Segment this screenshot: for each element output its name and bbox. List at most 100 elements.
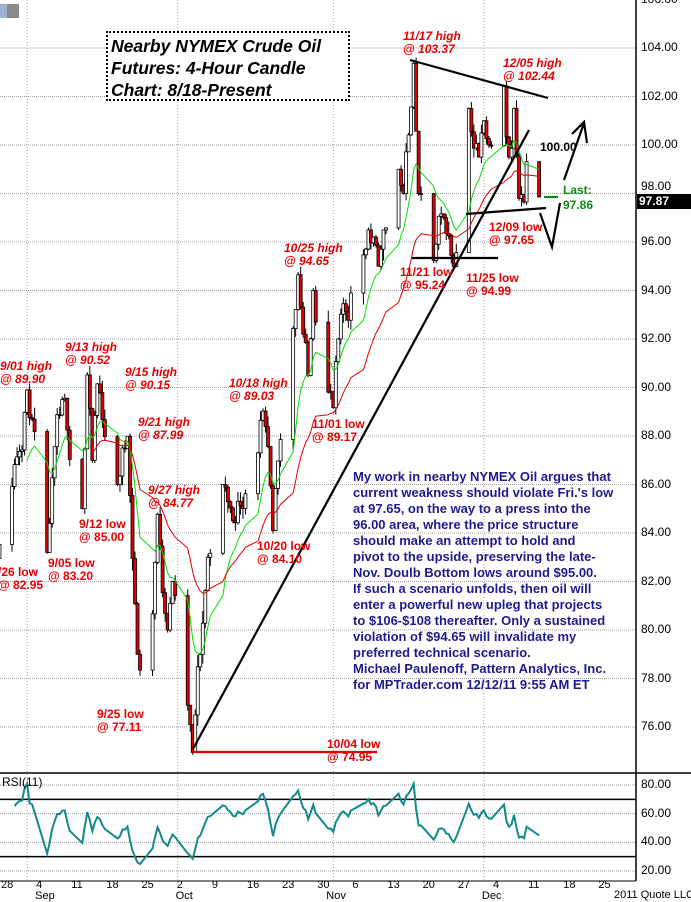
candle-body — [303, 333, 308, 344]
annotation-high: 9/15 high @ 90.15 — [125, 366, 177, 392]
candle-body — [135, 603, 140, 655]
grid-lines — [0, 0, 636, 881]
candle-body — [236, 500, 240, 524]
commentary-line: pivot to the upside, preserving the late… — [353, 549, 596, 564]
candle-body — [291, 328, 296, 440]
month-tick-label: Nov — [326, 890, 346, 902]
title-line: Chart: 8/18-Present — [111, 80, 272, 100]
candle-body — [301, 306, 306, 335]
candle-body — [153, 561, 157, 615]
candle-body — [115, 436, 120, 485]
candle-body — [416, 130, 421, 194]
candle-body — [308, 338, 313, 376]
annotation-low: 12/09 low @ 97.65 — [489, 221, 542, 247]
date-tick-label: 18 — [106, 879, 119, 891]
candle-body — [278, 439, 283, 462]
candle-body — [336, 338, 341, 362]
candle-body — [102, 419, 107, 438]
candle-body — [338, 313, 343, 340]
candle-body — [97, 383, 102, 393]
candle-body — [160, 545, 165, 594]
candle-body — [256, 452, 260, 495]
annotation-line: 9/05 low — [48, 556, 95, 570]
candle-body — [188, 704, 193, 725]
candle-body — [469, 108, 474, 133]
annotation-line: @ 89.03 — [229, 389, 275, 403]
candle-body — [537, 161, 542, 198]
commentary-line: at 97.65, on the way to a press into the — [353, 501, 591, 516]
candle-body — [504, 85, 509, 138]
candle-body — [65, 397, 70, 431]
annotation-low: 11/25 low @ 94.99 — [466, 272, 519, 298]
candle-body — [45, 431, 50, 553]
trendlines — [192, 58, 589, 754]
date-tick-label: 27 — [457, 879, 471, 891]
candle-body — [444, 217, 449, 234]
candle-body — [258, 419, 263, 454]
price-tick-label: 100.00 — [641, 137, 678, 151]
commentary-line: current weakness should violate Fri.'s l… — [353, 485, 614, 500]
candle-body — [10, 486, 14, 545]
copyright: 2011 Quote LLC — [614, 889, 691, 901]
fast-moving-average — [26, 139, 540, 655]
candle-body — [509, 147, 514, 158]
annotation-line: @ 89.90 — [0, 372, 46, 386]
candle-body — [12, 464, 17, 487]
annotation-line: @ 84.10 — [257, 552, 303, 566]
date-tick-label: 4 — [492, 879, 500, 891]
commentary-line: to $106-$108 thereafter. Only a sustaine… — [353, 613, 606, 628]
date-tick-label: 6 — [352, 879, 359, 891]
candle-body — [419, 193, 424, 195]
annotation-line: 11/17 high — [403, 29, 461, 43]
legend-swatch-blue — [0, 4, 7, 18]
title-line: Nearby NYMEX Crude Oil — [111, 36, 322, 56]
projected-dip-path — [538, 202, 562, 252]
price-tick-label: 96.00 — [641, 234, 672, 248]
uptrend-line — [192, 129, 530, 750]
candle-body — [268, 446, 273, 487]
candle-body — [118, 475, 122, 485]
candle-body — [50, 477, 55, 524]
analyst-commentary: My work in nearby NYMEX Oil argues that c… — [353, 469, 613, 693]
candle-body — [466, 108, 471, 253]
candle-body — [208, 552, 213, 558]
candle-body — [399, 168, 403, 186]
candle-body — [436, 215, 441, 245]
rsi-tick-label: 40.00 — [641, 834, 672, 849]
annotation-line: @ 82.95 — [0, 578, 44, 592]
annotation-line: @ 94.99 — [466, 284, 512, 298]
candle-body — [404, 151, 408, 194]
commentary-line: 96.00 area, where the price structure — [353, 517, 579, 532]
annotation-line: @ 83.20 — [48, 569, 94, 583]
last-value: 97.86 — [563, 198, 594, 212]
annotation-low: 11/21 low @ 95.24 — [400, 266, 453, 292]
candle-body — [293, 309, 298, 330]
rsi-tick-label: 20.00 — [641, 862, 672, 877]
candle-body — [524, 161, 529, 203]
candle-body — [27, 389, 32, 419]
candle-body — [449, 235, 454, 256]
candle-body — [225, 486, 230, 502]
last-label: Last: — [563, 183, 592, 197]
candle-body — [276, 460, 280, 489]
candle-body — [431, 193, 436, 261]
annotation-line: 10/18 high — [229, 376, 288, 390]
annotation-line: @ 77.11 — [97, 720, 142, 734]
annotation-low: 11/01 low @ 89.17 — [312, 418, 365, 444]
candle-body — [273, 488, 278, 531]
annotation-line: 9/21 high — [138, 415, 191, 429]
candle-body — [20, 449, 24, 452]
price-tick-label: 86.00 — [641, 476, 672, 491]
current-price-box: 97.87 — [637, 194, 691, 209]
candle-body — [381, 229, 386, 250]
annotation-line: @ 90.52 — [65, 353, 111, 367]
price-tick-label: 102.00 — [641, 88, 678, 103]
candle-body — [87, 374, 92, 410]
commentary-line: Michael Paulenoff, Pattern Analytics, In… — [353, 661, 607, 676]
candle-body — [343, 303, 348, 312]
candle-body — [361, 254, 366, 294]
candle-body — [489, 144, 494, 147]
candle-body — [150, 613, 155, 671]
rsi-panel — [0, 780, 636, 866]
candle-body — [220, 484, 225, 554]
